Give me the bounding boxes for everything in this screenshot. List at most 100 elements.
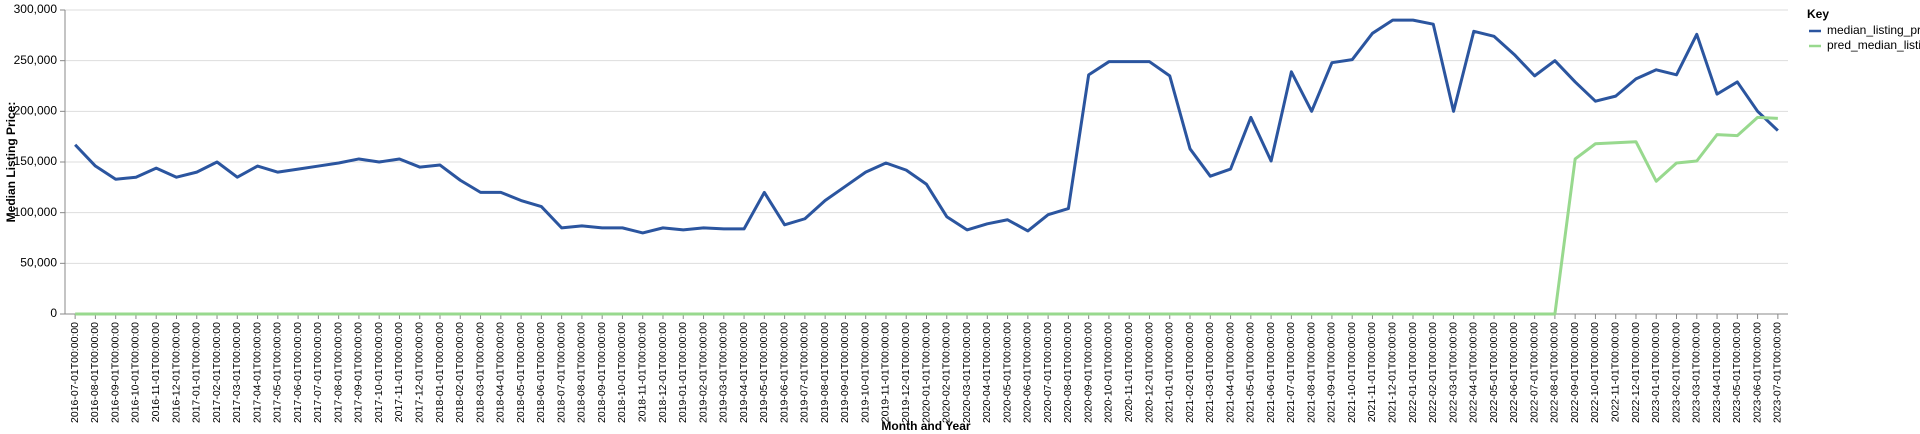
- x-tick-label: 2017-06-01T00:00:00: [292, 322, 304, 423]
- x-tick-label: 2019-05-01T00:00:00: [758, 322, 770, 423]
- x-tick-label: 2023-04-01T00:00:00: [1711, 322, 1723, 423]
- legend-title: Key: [1807, 7, 1829, 21]
- x-tick-label: 2019-02-01T00:00:00: [697, 322, 709, 423]
- x-tick-label: 2023-02-01T00:00:00: [1670, 322, 1682, 423]
- x-tick-label: 2018-08-01T00:00:00: [576, 322, 588, 423]
- x-tick-label: 2020-06-01T00:00:00: [1022, 322, 1034, 423]
- y-tick-label: 0: [50, 306, 57, 320]
- x-tick-label: 2019-12-01T00:00:00: [900, 322, 912, 423]
- x-tick-label: 2022-06-01T00:00:00: [1508, 322, 1520, 423]
- x-tick-label: 2023-06-01T00:00:00: [1751, 322, 1763, 423]
- x-tick-label: 2022-10-01T00:00:00: [1589, 322, 1601, 423]
- x-tick-label: 2022-09-01T00:00:00: [1569, 322, 1581, 423]
- x-tick-label: 2016-07-01T00:00:00: [69, 322, 81, 423]
- x-tick-label: 2018-11-01T00:00:00: [636, 322, 648, 422]
- x-tick-label: 2016-08-01T00:00:00: [89, 322, 101, 423]
- x-tick-label: 2017-02-01T00:00:00: [211, 322, 223, 423]
- x-tick-label: 2016-09-01T00:00:00: [109, 322, 121, 423]
- x-tick-label: 2018-09-01T00:00:00: [596, 322, 608, 423]
- x-tick-label: 2017-03-01T00:00:00: [231, 322, 243, 423]
- y-axis-title: Median Listing Price:: [4, 102, 18, 223]
- x-tick-label: 2018-01-01T00:00:00: [434, 322, 446, 423]
- x-tick-label: 2020-07-01T00:00:00: [1042, 322, 1054, 423]
- x-tick-label: 2022-08-01T00:00:00: [1549, 322, 1561, 423]
- x-tick-label: 2020-02-01T00:00:00: [941, 322, 953, 423]
- x-tick-label: 2021-04-01T00:00:00: [1224, 322, 1236, 423]
- y-tick-label: 250,000: [14, 53, 58, 67]
- x-tick-label: 2019-07-01T00:00:00: [799, 322, 811, 423]
- x-tick-label: 2016-10-01T00:00:00: [130, 322, 142, 423]
- x-tick-label: 2018-06-01T00:00:00: [535, 322, 547, 423]
- x-tick-label: 2019-03-01T00:00:00: [718, 322, 730, 423]
- x-tick-label: 2019-08-01T00:00:00: [819, 322, 831, 423]
- x-tick-label: 2021-10-01T00:00:00: [1346, 322, 1358, 423]
- x-tick-label: 2017-10-01T00:00:00: [373, 322, 385, 423]
- x-tick-label: 2017-08-01T00:00:00: [332, 322, 344, 423]
- x-tick-label: 2022-07-01T00:00:00: [1528, 322, 1540, 423]
- x-tick-label: 2021-09-01T00:00:00: [1326, 322, 1338, 423]
- x-tick-label: 2022-12-01T00:00:00: [1630, 322, 1642, 423]
- x-tick-label: 2021-03-01T00:00:00: [1204, 322, 1216, 423]
- x-tick-label: 2016-11-01T00:00:00: [150, 322, 162, 422]
- x-tick-label: 2018-07-01T00:00:00: [555, 322, 567, 423]
- x-tick-label: 2021-01-01T00:00:00: [1164, 322, 1176, 423]
- x-tick-label: 2022-05-01T00:00:00: [1488, 322, 1500, 423]
- x-tick-label: 2022-04-01T00:00:00: [1468, 322, 1480, 423]
- series-line: [75, 115, 1778, 316]
- x-tick-label: 2020-10-01T00:00:00: [1103, 322, 1115, 423]
- y-tick-label: 300,000: [14, 2, 58, 16]
- x-tick-label: 2020-11-01T00:00:00: [1123, 322, 1135, 422]
- x-tick-label: 2019-04-01T00:00:00: [738, 322, 750, 423]
- series-line: [74, 18, 1779, 235]
- x-tick-label: 2022-03-01T00:00:00: [1447, 322, 1459, 423]
- x-tick-label: 2016-12-01T00:00:00: [170, 322, 182, 423]
- x-tick-label: 2018-04-01T00:00:00: [495, 322, 507, 423]
- x-tick-label: 2018-02-01T00:00:00: [454, 322, 466, 423]
- x-tick-label: 2022-01-01T00:00:00: [1407, 322, 1419, 423]
- legend-label: median_listing_pri…: [1827, 23, 1920, 37]
- x-axis-title: Month and Year: [881, 419, 970, 433]
- x-tick-label: 2019-09-01T00:00:00: [839, 322, 851, 423]
- x-tick-label: 2018-05-01T00:00:00: [515, 322, 527, 423]
- x-tick-label: 2017-05-01T00:00:00: [272, 322, 284, 423]
- x-tick-label: 2019-10-01T00:00:00: [859, 322, 871, 423]
- x-tick-label: 2023-03-01T00:00:00: [1691, 322, 1703, 423]
- x-tick-label: 2022-02-01T00:00:00: [1427, 322, 1439, 423]
- x-tick-label: 2023-01-01T00:00:00: [1650, 322, 1662, 423]
- x-tick-label: 2017-07-01T00:00:00: [312, 322, 324, 423]
- x-tick-label: 2020-12-01T00:00:00: [1143, 322, 1155, 423]
- x-tick-label: 2020-04-01T00:00:00: [981, 322, 993, 423]
- x-tick-label: 2021-07-01T00:00:00: [1285, 322, 1297, 423]
- x-tick-label: 2021-12-01T00:00:00: [1387, 322, 1399, 423]
- x-tick-label: 2021-02-01T00:00:00: [1184, 322, 1196, 423]
- x-tick-label: 2017-11-01T00:00:00: [393, 322, 405, 422]
- x-tick-label: 2018-12-01T00:00:00: [657, 322, 669, 423]
- x-tick-label: 2021-06-01T00:00:00: [1265, 322, 1277, 423]
- x-tick-label: 2020-01-01T00:00:00: [920, 322, 932, 423]
- x-tick-label: 2019-06-01T00:00:00: [778, 322, 790, 423]
- legend-label: pred_median_listin…: [1827, 38, 1920, 52]
- x-tick-label: 2020-09-01T00:00:00: [1082, 322, 1094, 423]
- y-tick-label: 200,000: [14, 104, 58, 118]
- y-tick-label: 100,000: [14, 205, 58, 219]
- x-tick-label: 2017-12-01T00:00:00: [414, 322, 426, 423]
- x-tick-label: 2018-03-01T00:00:00: [474, 322, 486, 423]
- x-tick-label: 2017-01-01T00:00:00: [191, 322, 203, 423]
- x-tick-label: 2022-11-01T00:00:00: [1609, 322, 1621, 422]
- x-tick-label: 2023-05-01T00:00:00: [1731, 322, 1743, 423]
- x-tick-label: 2020-05-01T00:00:00: [1001, 322, 1013, 423]
- x-tick-label: 2020-03-01T00:00:00: [961, 322, 973, 423]
- x-tick-label: 2019-11-01T00:00:00: [880, 322, 892, 422]
- x-tick-label: 2020-08-01T00:00:00: [1062, 322, 1074, 423]
- y-tick-label: 150,000: [14, 154, 58, 168]
- x-tick-label: 2017-04-01T00:00:00: [251, 322, 263, 423]
- x-tick-label: 2021-08-01T00:00:00: [1305, 322, 1317, 423]
- x-tick-label: 2021-11-01T00:00:00: [1366, 322, 1378, 422]
- x-tick-label: 2023-07-01T00:00:00: [1772, 322, 1784, 423]
- x-tick-label: 2019-01-01T00:00:00: [677, 322, 689, 423]
- x-tick-label: 2021-05-01T00:00:00: [1245, 322, 1257, 423]
- y-tick-label: 50,000: [20, 256, 57, 270]
- x-tick-label: 2018-10-01T00:00:00: [616, 322, 628, 423]
